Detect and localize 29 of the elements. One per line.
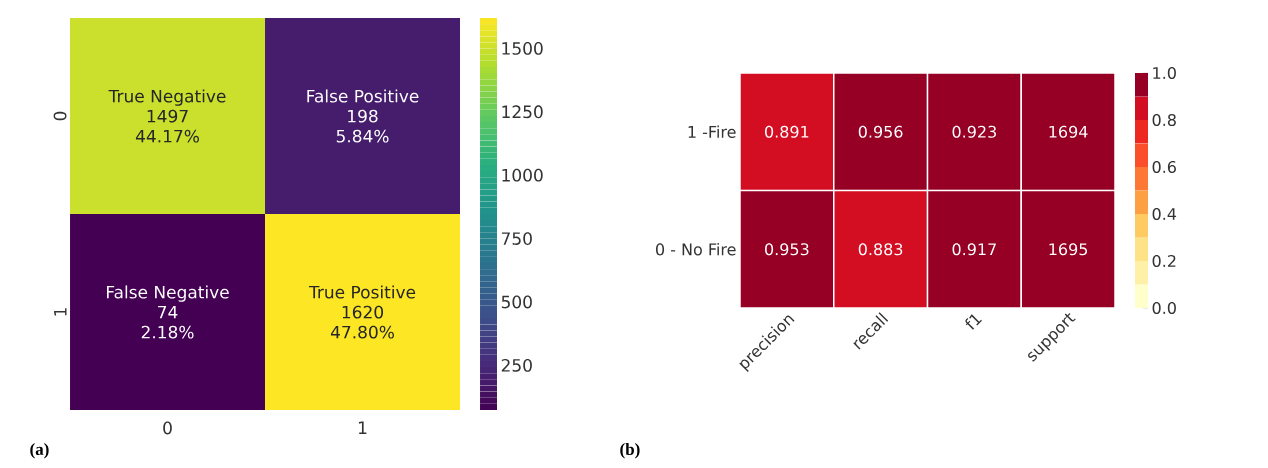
data-label: True Negative 1497 44.17% <box>108 89 226 143</box>
data-label: True Positive 1620 47.80% <box>308 285 416 339</box>
color-bar-label: 750 <box>501 232 532 246</box>
data-label: 0.917 <box>952 243 996 256</box>
text: (b) <box>620 443 640 459</box>
y-tick-label: 0 - No Fire <box>656 243 736 256</box>
color-bar-label: 0.6 <box>1152 160 1176 174</box>
data-label: False Positive 198 5.84% <box>307 89 419 143</box>
text: (a) <box>30 443 49 459</box>
data-label: 0.891 <box>765 125 809 138</box>
x-tick-label: f1 <box>965 314 982 330</box>
color-bar-label: 1.0 <box>1153 66 1176 80</box>
color-bar-label: 250 <box>501 358 532 372</box>
color-bar-label: 0.8 <box>1152 113 1176 127</box>
data-label: 1694 <box>1049 125 1088 138</box>
data-label: 0.953 <box>765 243 809 256</box>
color-bar-label: 500 <box>501 295 532 309</box>
data-label: 0.923 <box>952 125 996 138</box>
data-label: 0.883 <box>858 243 903 256</box>
color-bar-label: 1250 <box>502 105 543 119</box>
y-tick-label: 1 -Fire <box>688 125 736 138</box>
color-bar-label: 0.2 <box>1152 254 1176 268</box>
color-bar-label: 0.4 <box>1152 207 1177 221</box>
data-label: False Negative 74 2.18% <box>107 285 229 339</box>
color-bar-label: 1500 <box>502 41 543 55</box>
data-label: 1695 <box>1049 243 1088 256</box>
color-bar-label: 0.0 <box>1152 301 1176 315</box>
color-bar-label: 1000 <box>502 168 543 182</box>
data-label: 0.956 <box>858 125 903 138</box>
